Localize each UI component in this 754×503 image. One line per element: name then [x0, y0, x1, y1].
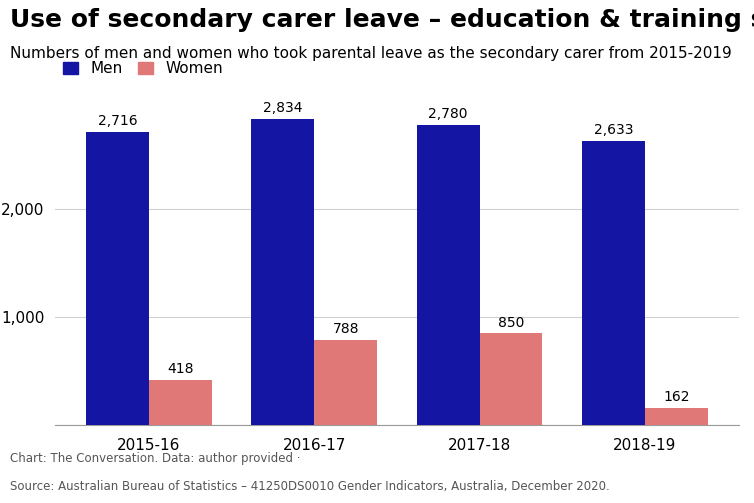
- Text: Use of secondary carer leave – education & training sector: Use of secondary carer leave – education…: [10, 8, 754, 32]
- Bar: [252, 119, 314, 425]
- Text: 162: 162: [664, 390, 690, 404]
- Bar: [149, 380, 212, 425]
- Text: 850: 850: [498, 315, 524, 329]
- Legend: Men, Women: Men, Women: [63, 61, 223, 76]
- Bar: [86, 132, 149, 425]
- Text: 2,633: 2,633: [594, 123, 633, 137]
- Bar: [417, 125, 480, 425]
- Text: 2,834: 2,834: [263, 102, 302, 116]
- Bar: [645, 407, 708, 425]
- Text: 418: 418: [167, 362, 194, 376]
- Text: Chart: The Conversation. Data: author provided ·: Chart: The Conversation. Data: author pr…: [10, 452, 300, 465]
- Bar: [480, 333, 542, 425]
- Text: 2,716: 2,716: [98, 114, 137, 128]
- Text: 2,780: 2,780: [428, 107, 468, 121]
- Text: Numbers of men and women who took parental leave as the secondary carer from 201: Numbers of men and women who took parent…: [10, 46, 731, 61]
- Text: 788: 788: [333, 322, 359, 336]
- Bar: [582, 141, 645, 425]
- Bar: [314, 340, 377, 425]
- Text: Source: Australian Bureau of Statistics – 41250DS0010 Gender Indicators, Austral: Source: Australian Bureau of Statistics …: [10, 480, 609, 493]
